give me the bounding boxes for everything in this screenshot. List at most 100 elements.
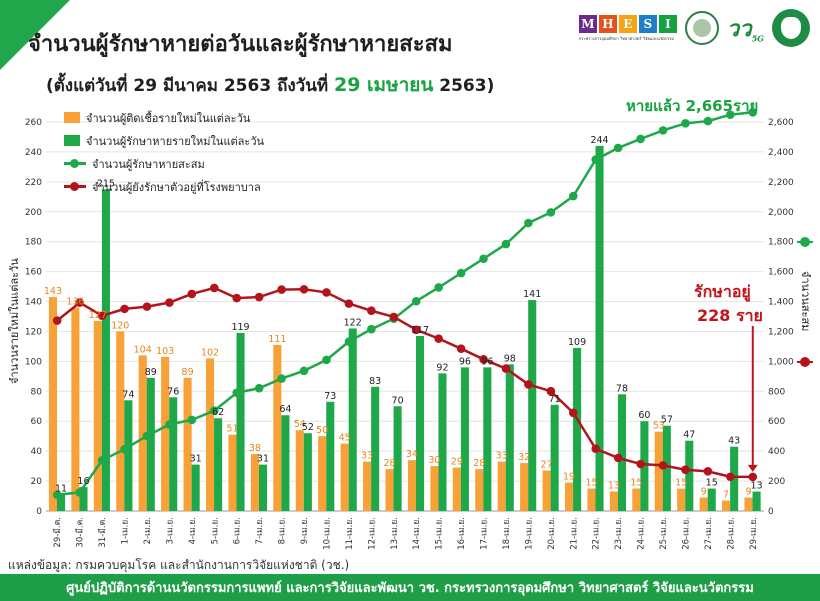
data-label-new-recovered: 215 [97, 178, 115, 189]
bar-new-cases [48, 297, 57, 511]
bar-new-cases [699, 497, 708, 511]
point-hospitalized [479, 354, 488, 364]
data-label-new-cases: 136 [66, 297, 84, 308]
x-tick-label: 31-มี.ค. [97, 517, 108, 548]
data-label-new-recovered: 109 [568, 337, 586, 348]
bar-new-recovered [371, 386, 380, 511]
y-right-tick-label: 200 [768, 477, 785, 487]
bar-new-recovered [617, 394, 627, 511]
annotation-recovered-total: หายแล้ว 2,665ราย [626, 97, 759, 115]
data-label-new-recovered: 71 [549, 394, 561, 405]
y-right-tick-label: 800 [768, 387, 785, 397]
data-label-new-recovered: 57 [661, 415, 673, 426]
x-tick-label: 20-เม.ย. [547, 517, 557, 550]
bar-new-recovered [169, 397, 178, 511]
data-label-new-recovered: 11 [55, 484, 67, 495]
legend-item-cumulative-recovered: จำนวนผู้รักษาหายสะสม [64, 152, 264, 175]
data-label-new-cases: 111 [268, 334, 286, 345]
data-label-new-recovered: 60 [638, 410, 650, 421]
bar-new-cases [722, 500, 731, 511]
y-right-tick-label: 2,400 [768, 148, 794, 158]
x-tick-label: 24-เม.ย. [637, 517, 647, 550]
data-label-new-recovered: 117 [411, 325, 429, 336]
legend-item-hospitalized: จำนวนผู้ยังรักษาตัวอยู่ที่โรงพยาบาล [64, 175, 264, 198]
bar-new-cases [93, 320, 102, 511]
point-cumulative-recovered [299, 366, 309, 376]
point-cumulative-recovered [613, 143, 623, 153]
data-label-new-cases: 104 [134, 344, 152, 355]
y-left-tick-label: 240 [25, 148, 42, 158]
point-cumulative-recovered [344, 337, 354, 346]
bar-new-cases [318, 436, 327, 511]
moph-logo [772, 9, 810, 47]
data-label-new-cases: 102 [201, 347, 219, 358]
legend-swatch-new-cases [64, 112, 80, 123]
footer-banner: ศูนย์ปฏิบัติการด้านนวัตกรรมการแพทย์ และก… [0, 574, 820, 601]
point-cumulative-recovered [97, 455, 107, 465]
y-right-tick-label: 0 [768, 507, 774, 517]
bar-new-cases [475, 469, 484, 511]
data-label-new-cases: 13 [608, 481, 620, 492]
subtitle-suffix: 2563) [433, 76, 495, 96]
bar-new-cases [71, 307, 80, 511]
bar-new-cases [273, 344, 282, 511]
data-label-new-recovered: 122 [344, 317, 362, 328]
bar-new-recovered [550, 404, 559, 511]
bar-new-recovered [214, 418, 223, 511]
point-cumulative-recovered [501, 239, 511, 249]
y-left-tick-label: 80 [31, 387, 43, 397]
bar-new-recovered [640, 421, 649, 511]
legend-item-new-recovered: จำนวนผู้รักษาหายรายใหม่ในแต่ละวัน [64, 129, 264, 152]
data-label-new-recovered: 89 [145, 367, 157, 378]
bar-new-cases [654, 431, 663, 511]
data-label-new-cases: 9 [701, 487, 707, 498]
x-tick-label: 17-เม.ย. [480, 517, 490, 550]
bar-new-cases [407, 460, 416, 511]
x-tick-label: 21-เม.ย. [569, 517, 579, 550]
data-label-new-recovered: 15 [706, 478, 718, 489]
bar-new-recovered [281, 415, 290, 511]
mhesi-letter-m: M [578, 14, 597, 33]
x-tick-label: 13-เม.ย. [390, 517, 400, 550]
bar-new-cases [363, 461, 372, 511]
data-label-new-cases: 19 [563, 472, 575, 483]
x-tick-label: 9-เม.ย. [300, 517, 310, 544]
bar-new-recovered [326, 401, 335, 511]
x-tick-label: 1-เม.ย. [121, 517, 131, 544]
bar-new-cases [430, 466, 439, 511]
legend-label-hospitalized: จำนวนผู้ยังรักษาตัวอยู่ที่โรงพยาบาล [92, 180, 261, 194]
y-left-tick-label: 200 [25, 208, 42, 218]
point-hospitalized [636, 459, 645, 469]
data-label-new-cases: 89 [182, 367, 194, 378]
right-axis-hospital-marker [797, 357, 813, 367]
vor-logo: วว5G [727, 11, 764, 46]
y-right-tick-label: 2,000 [768, 208, 794, 218]
point-cumulative-recovered [703, 116, 713, 126]
point-hospitalized [344, 299, 354, 308]
data-label-new-recovered: 73 [324, 391, 336, 402]
data-label-new-cases: 27 [541, 460, 553, 471]
x-tick-label: 11-เม.ย. [345, 517, 355, 550]
point-hospitalized [681, 465, 690, 475]
x-tick-label: 6-เม.ย. [233, 517, 243, 544]
y-left-tick-label: 60 [31, 417, 43, 427]
point-cumulative-recovered [456, 268, 466, 278]
point-hospitalized [322, 288, 331, 297]
y-left-tick-label: 140 [25, 298, 42, 308]
bar-new-cases [542, 470, 551, 511]
data-source: แหล่งข้อมูล: กรมควบคุมโรค และสำนักงานการ… [8, 558, 350, 572]
x-tick-label: 30-มี.ค. [75, 517, 86, 548]
x-tick-label: 14-เม.ย. [412, 517, 422, 550]
point-hospitalized [568, 408, 578, 418]
subtitle-prefix: (ตั้งแต่วันที่ 29 มีนาคม 2563 ถึงวันที่ [46, 76, 334, 96]
data-label-new-recovered: 43 [728, 436, 740, 447]
point-cumulative-recovered [681, 119, 690, 128]
data-label-new-recovered: 244 [590, 135, 608, 146]
bar-new-recovered [124, 400, 133, 511]
data-label-new-cases: 103 [156, 346, 174, 357]
x-tick-label: 2-เม.ย. [143, 517, 153, 544]
vor-logo-sub: 5G [751, 32, 764, 43]
right-axis-cumulative-marker [797, 237, 813, 247]
y-left-tick-label: 220 [25, 178, 42, 188]
point-cumulative-recovered [52, 490, 62, 500]
